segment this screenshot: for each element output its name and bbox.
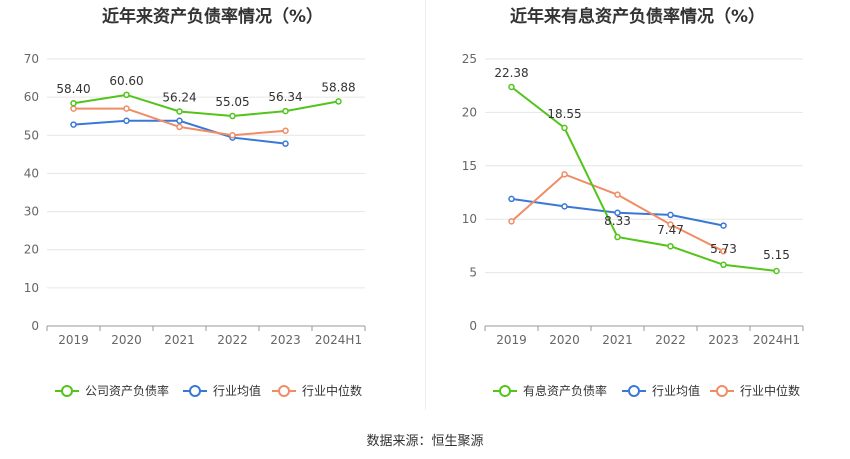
legend-label: 行业中位数 <box>740 383 800 398</box>
data-label: 5.15 <box>763 248 790 262</box>
chart1-title: 近年来资产负债率情况（%） <box>101 7 324 27</box>
data-point <box>229 132 236 139</box>
data-point <box>508 218 515 225</box>
data-label: 56.34 <box>268 90 302 104</box>
data-point <box>229 112 236 120</box>
data-point <box>70 105 77 112</box>
legend-marker <box>278 385 290 397</box>
x-tick-label: 2019 <box>496 333 527 347</box>
data-point <box>614 209 621 217</box>
x-tick-label: 2021 <box>602 333 633 347</box>
chart-divider <box>425 0 426 410</box>
y-tick-label: 20 <box>462 105 477 119</box>
x-tick-label: 2024H1 <box>315 333 362 347</box>
data-point <box>720 247 727 255</box>
data-point <box>614 233 621 241</box>
y-tick-label: 20 <box>24 243 39 257</box>
data-point <box>667 242 674 250</box>
x-tick-label: 2023 <box>270 333 301 347</box>
data-point <box>508 83 515 91</box>
series-line-0 <box>510 86 777 272</box>
data-point <box>508 195 515 203</box>
chart2-title: 近年来有息资产负债率情况（%） <box>509 7 766 27</box>
y-tick-label: 40 <box>24 166 39 180</box>
y-tick-label: 15 <box>462 159 477 173</box>
data-point <box>614 191 621 198</box>
y-tick-label: 50 <box>24 128 39 142</box>
legend-label: 行业均值 <box>652 383 700 398</box>
data-point <box>123 117 130 125</box>
data-point <box>561 203 568 210</box>
y-tick-label: 0 <box>469 319 477 333</box>
data-label: 58.40 <box>56 82 90 96</box>
data-source: 数据来源：恒生聚源 <box>366 434 484 449</box>
legend-marker <box>61 385 73 397</box>
data-point <box>123 91 130 99</box>
y-tick-label: 10 <box>24 281 39 295</box>
y-tick-label: 5 <box>469 266 477 280</box>
y-tick-label: 0 <box>31 319 39 333</box>
data-point <box>282 127 289 134</box>
data-point <box>282 107 289 115</box>
data-label: 55.05 <box>215 95 249 109</box>
legend-marker <box>716 385 728 397</box>
legend-marker <box>628 385 640 397</box>
data-label: 8.33 <box>604 214 631 228</box>
x-tick-label: 2024H1 <box>753 333 800 347</box>
data-point <box>176 123 183 131</box>
legend-label: 行业中位数 <box>302 383 362 398</box>
data-point <box>720 261 727 269</box>
x-tick-label: 2022 <box>655 333 686 347</box>
series-line-0 <box>73 93 339 118</box>
data-label: 5.73 <box>710 242 737 256</box>
data-label: 60.60 <box>109 74 143 88</box>
y-tick-label: 70 <box>24 52 39 66</box>
data-label: 7.47 <box>657 223 684 237</box>
data-point <box>123 105 130 112</box>
legend-marker <box>189 385 201 397</box>
x-tick-label: 2019 <box>58 333 89 347</box>
legend-label: 行业均值 <box>213 383 261 398</box>
x-tick-label: 2023 <box>708 333 739 347</box>
data-label: 18.55 <box>547 107 581 121</box>
data-point <box>335 98 342 105</box>
data-label: 22.38 <box>494 66 528 80</box>
y-tick-label: 25 <box>462 52 477 66</box>
data-point <box>176 117 183 125</box>
data-label: 58.88 <box>321 80 355 94</box>
data-point <box>70 99 77 107</box>
data-point <box>282 140 289 147</box>
x-tick-label: 2020 <box>111 333 142 347</box>
data-point <box>561 124 568 132</box>
legend-label: 有息资产负债率 <box>523 383 607 398</box>
data-point <box>176 108 183 115</box>
legend-marker <box>499 385 511 397</box>
data-point <box>667 211 674 219</box>
data-point <box>773 267 780 275</box>
data-point <box>70 121 77 128</box>
data-point <box>667 221 674 228</box>
y-tick-label: 10 <box>462 212 477 226</box>
legend-label: 公司资产负债率 <box>85 383 169 398</box>
x-tick-label: 2021 <box>164 333 195 347</box>
x-tick-label: 2022 <box>217 333 248 347</box>
y-tick-label: 30 <box>24 205 39 219</box>
data-label: 56.24 <box>162 90 196 104</box>
x-tick-label: 2020 <box>549 333 580 347</box>
data-point <box>561 171 568 178</box>
data-point <box>720 222 727 229</box>
y-tick-label: 60 <box>24 90 39 104</box>
